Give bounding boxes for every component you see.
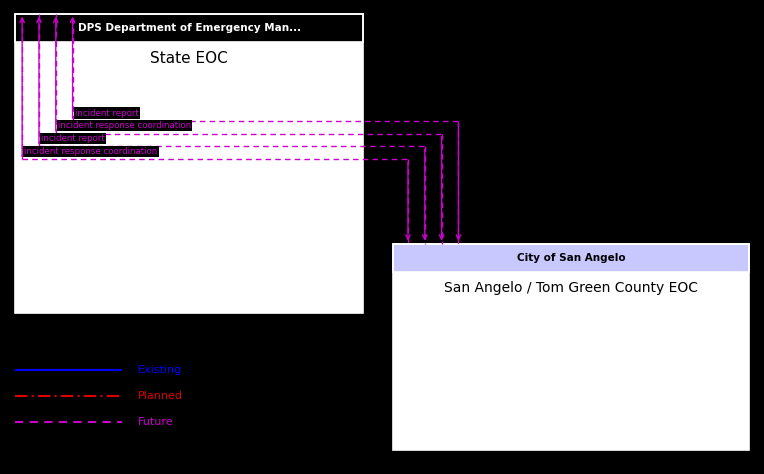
Text: DPS Department of Emergency Man...: DPS Department of Emergency Man... xyxy=(77,23,301,33)
Text: City of San Angelo: City of San Angelo xyxy=(516,253,626,263)
Bar xyxy=(15,14,363,313)
Text: State EOC: State EOC xyxy=(151,51,228,66)
Text: incident response coordination: incident response coordination xyxy=(24,147,157,156)
Bar xyxy=(15,42,363,313)
Text: Future: Future xyxy=(138,417,173,427)
Text: incident report: incident report xyxy=(75,109,138,118)
Text: Planned: Planned xyxy=(138,391,183,401)
Bar xyxy=(393,244,749,272)
Bar xyxy=(393,272,749,450)
Text: incident response coordination: incident response coordination xyxy=(58,121,191,130)
Bar xyxy=(393,244,749,450)
Text: San Angelo / Tom Green County EOC: San Angelo / Tom Green County EOC xyxy=(444,281,698,295)
Text: Existing: Existing xyxy=(138,365,182,375)
Bar xyxy=(15,14,363,42)
Text: incident report: incident report xyxy=(41,134,105,143)
